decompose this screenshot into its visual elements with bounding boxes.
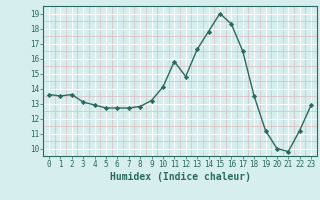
X-axis label: Humidex (Indice chaleur): Humidex (Indice chaleur) (109, 172, 251, 182)
